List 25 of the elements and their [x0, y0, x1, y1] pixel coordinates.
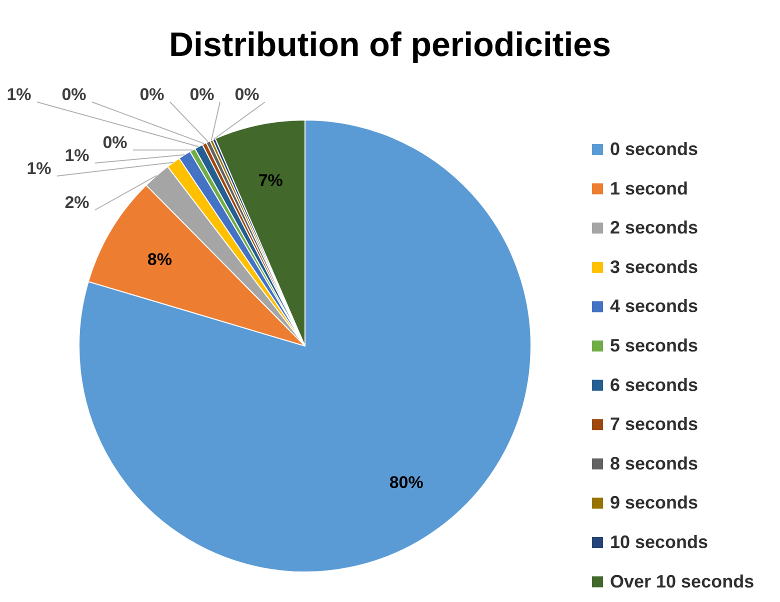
- data-label: 1%: [6, 85, 32, 104]
- data-label: 0%: [62, 85, 86, 104]
- legend-label: Over 10 seconds: [610, 571, 754, 592]
- data-label: 7%: [258, 171, 283, 190]
- legend-label: 5 seconds: [610, 336, 698, 356]
- data-label: 2%: [64, 193, 90, 212]
- legend-label: 2 seconds: [610, 218, 698, 238]
- data-label: 0%: [102, 133, 128, 152]
- legend-label: 9 seconds: [610, 492, 698, 513]
- chart-title: Distribution of periodicities: [168, 26, 612, 64]
- legend-label: 6 seconds: [610, 374, 698, 395]
- data-label: 0%: [234, 85, 260, 104]
- legend-label: 4 seconds: [610, 296, 698, 316]
- legend-label: 8 seconds: [610, 453, 698, 474]
- legend-label: 1 second: [610, 178, 688, 198]
- data-label: 1%: [64, 146, 90, 165]
- legend-label: 0 seconds: [610, 139, 698, 159]
- legend-label: 7 seconds: [610, 414, 698, 434]
- legend-label: 3 seconds: [610, 256, 698, 277]
- data-label: 80%: [389, 472, 424, 492]
- data-label: 0%: [190, 85, 214, 104]
- data-label: 1%: [26, 159, 52, 178]
- data-label: 8%: [147, 250, 172, 269]
- legend-label: 10 seconds: [610, 532, 708, 552]
- data-label: 0%: [140, 85, 164, 104]
